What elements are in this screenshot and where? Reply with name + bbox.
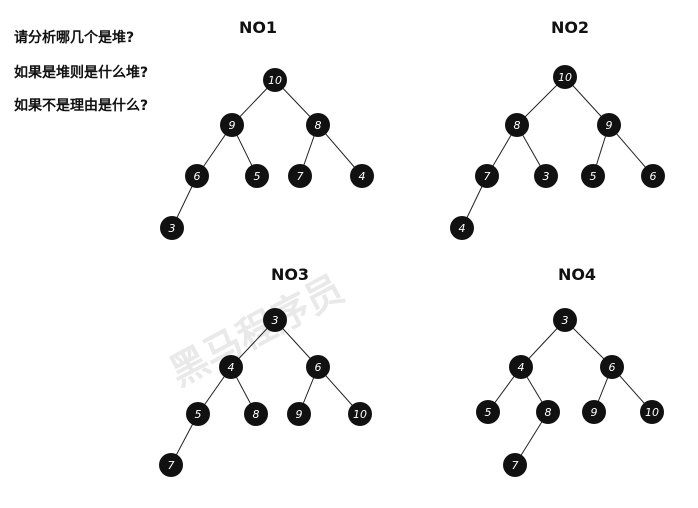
tree-node	[350, 164, 374, 188]
tree-node-label: 9	[229, 119, 236, 132]
tree-node	[306, 113, 330, 137]
tree-node-label: 9	[606, 119, 613, 132]
tree-node	[450, 216, 474, 240]
tree-node	[288, 164, 312, 188]
tree-node	[287, 402, 311, 426]
tree-node	[536, 400, 560, 424]
tree-node-label: 6	[650, 170, 657, 183]
tree-node-label: 10	[645, 406, 659, 419]
tree-node-label: 9	[591, 406, 598, 419]
tree-node-label: 7	[297, 170, 304, 183]
question-line-3: 如果不是理由是什么?	[14, 98, 149, 114]
tree-node	[220, 113, 244, 137]
tree-node	[553, 65, 577, 89]
tree-node	[553, 308, 577, 332]
tree-node	[348, 402, 372, 426]
tree-node-label: 8	[514, 119, 521, 132]
question-line-2: 如果是堆则是什么堆?	[14, 65, 149, 81]
tree-node-label: 5	[485, 406, 492, 419]
tree-node	[597, 113, 621, 137]
tree-node	[600, 355, 624, 379]
tree-node	[505, 113, 529, 137]
tree-node	[476, 400, 500, 424]
tree-no1: 10 9 8 6 5 7 4 3	[160, 68, 374, 240]
tree-node-label: 10	[353, 408, 367, 421]
tree-node-label: 8	[545, 406, 552, 419]
tree-node-label: 6	[609, 361, 616, 374]
tree-node-label: 9	[296, 408, 303, 421]
tree-node	[263, 68, 287, 92]
tree-node-label: 6	[315, 361, 322, 374]
tree-node	[306, 355, 330, 379]
tree-node-label: 7	[512, 459, 519, 472]
tree-no3: 3 4 6 5 8 9 10 7	[159, 308, 372, 477]
tree-node	[581, 164, 605, 188]
tree-node-label: 3	[562, 314, 569, 327]
tree-title-no1: NO1	[238, 18, 278, 37]
tree-node-label: 10	[268, 74, 282, 87]
tree-node	[245, 164, 269, 188]
tree-node	[263, 308, 287, 332]
question-line-1: 请分析哪几个是堆?	[14, 30, 135, 46]
tree-title-no4: NO4	[557, 265, 597, 284]
tree-node	[509, 355, 533, 379]
tree-node-label: 7	[168, 459, 175, 472]
tree-node-label: 5	[590, 170, 597, 183]
tree-title-no3: NO3	[270, 265, 310, 284]
tree-node-label: 4	[518, 361, 525, 374]
tree-node	[160, 216, 184, 240]
tree-node	[186, 402, 210, 426]
tree-node	[641, 164, 665, 188]
tree-no2: 10 8 9 7 3 5 6 4	[450, 65, 665, 240]
tree-node-label: 6	[194, 170, 201, 183]
tree-node-label: 5	[195, 408, 202, 421]
tree-node-label: 3	[169, 222, 176, 235]
tree-node-label: 4	[228, 361, 235, 374]
tree-node	[219, 355, 243, 379]
tree-node	[159, 453, 183, 477]
tree-node-label: 8	[253, 408, 260, 421]
tree-node-label: 3	[272, 314, 279, 327]
tree-no4: 3 4 6 5 8 9 10 7	[476, 308, 664, 477]
tree-node-label: 3	[543, 170, 550, 183]
tree-title-no2: NO2	[550, 18, 590, 37]
tree-node	[582, 400, 606, 424]
tree-node-label: 8	[315, 119, 322, 132]
tree-node	[244, 402, 268, 426]
tree-node-label: 4	[459, 222, 466, 235]
tree-node-label: 4	[359, 170, 366, 183]
tree-node	[640, 400, 664, 424]
tree-node-label: 10	[558, 71, 572, 84]
tree-node-label: 5	[254, 170, 261, 183]
tree-node	[534, 164, 558, 188]
tree-node-label: 7	[484, 170, 491, 183]
tree-node	[503, 453, 527, 477]
tree-node	[475, 164, 499, 188]
tree-node	[185, 164, 209, 188]
